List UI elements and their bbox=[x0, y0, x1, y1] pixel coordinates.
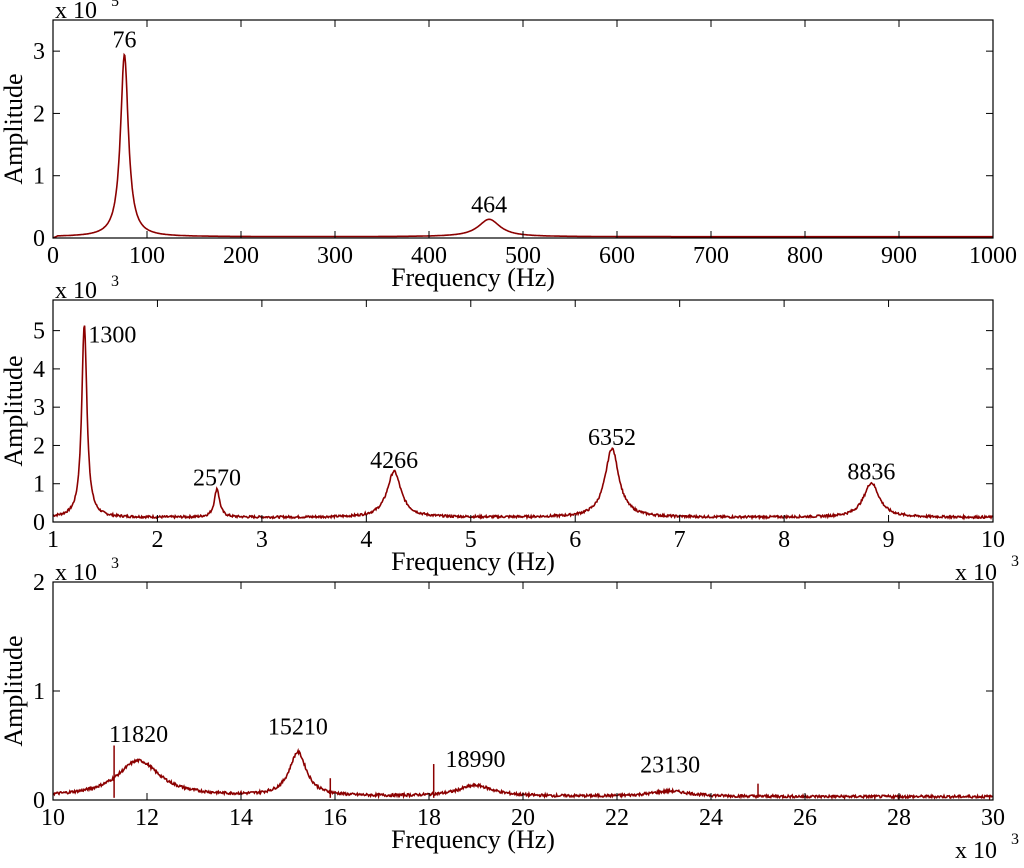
plot-frame bbox=[52, 581, 994, 801]
x-tick-label: 26 bbox=[793, 805, 817, 831]
x-tick-label: 1 bbox=[47, 527, 59, 553]
x-axis-label: Frequency (Hz) bbox=[391, 825, 555, 854]
x-tick-label: 14 bbox=[229, 805, 253, 831]
x-tick-label: 200 bbox=[223, 243, 259, 269]
x-tick-label: 12 bbox=[135, 805, 159, 831]
x-tick-label: 7 bbox=[674, 527, 686, 553]
x-tick-label: 600 bbox=[599, 243, 635, 269]
peak-annotation: 6352 bbox=[588, 425, 636, 451]
x-tick-label: 800 bbox=[787, 243, 823, 269]
x-tick-label: 20 bbox=[511, 805, 535, 831]
x-axis-multiplier: x 10 bbox=[955, 838, 997, 864]
y-tick-label: 0 bbox=[33, 226, 45, 252]
x-tick-label: 300 bbox=[317, 243, 353, 269]
y-tick-label: 2 bbox=[33, 433, 45, 459]
x-tick-label: 22 bbox=[605, 805, 629, 831]
x-tick-label: 30 bbox=[981, 805, 1005, 831]
y-axis-multiplier: x 10 bbox=[55, 278, 97, 304]
x-axis-multiplier-exponent: 3 bbox=[1011, 831, 1019, 848]
series-line bbox=[52, 52, 993, 239]
y-axis-multiplier-exponent: 5 bbox=[111, 0, 119, 10]
x-axis-multiplier-exponent: 3 bbox=[1011, 553, 1019, 570]
x-tick-label: 4 bbox=[360, 527, 372, 553]
peak-annotation: 2570 bbox=[193, 465, 241, 491]
x-tick-label: 100 bbox=[129, 243, 165, 269]
peak-annotation: 15210 bbox=[268, 714, 328, 740]
y-axis-label: Amplitude bbox=[0, 355, 28, 466]
x-tick-label: 1000 bbox=[969, 243, 1017, 269]
y-tick-label: 3 bbox=[33, 39, 45, 65]
x-tick-label: 400 bbox=[411, 243, 447, 269]
x-tick-label: 700 bbox=[693, 243, 729, 269]
chart-panel-1: 0 100 200 300 400 500 600 700 800 900 1000 0 1 2 3 Freq… bbox=[0, 0, 1017, 292]
x-tick-label: 8 bbox=[778, 527, 790, 553]
x-tick-label: 900 bbox=[881, 243, 917, 269]
plot-frame bbox=[52, 299, 994, 523]
peak-annotation: 11820 bbox=[109, 722, 168, 748]
x-tick-label: 24 bbox=[699, 805, 723, 831]
y-tick-label: 0 bbox=[33, 788, 45, 814]
y-axis-label: Amplitude bbox=[0, 635, 28, 746]
peak-annotation: 8836 bbox=[847, 460, 895, 486]
y-tick-label: 3 bbox=[33, 395, 45, 421]
y-axis-multiplier: x 10 bbox=[55, 560, 97, 586]
x-tick-label: 28 bbox=[887, 805, 911, 831]
x-axis-label: Frequency (Hz) bbox=[391, 547, 555, 576]
y-tick-label: 2 bbox=[33, 570, 45, 596]
series-line bbox=[52, 325, 994, 521]
y-axis-multiplier-exponent: 3 bbox=[111, 555, 119, 572]
y-axis-multiplier-exponent: 3 bbox=[111, 273, 119, 290]
x-tick-label: 2 bbox=[151, 527, 163, 553]
x-tick-label: 10 bbox=[981, 527, 1005, 553]
peak-annotation: 23130 bbox=[640, 753, 700, 779]
x-tick-label: 10 bbox=[41, 805, 65, 831]
x-axis-label: Frequency (Hz) bbox=[391, 263, 555, 292]
y-tick-label: 0 bbox=[33, 510, 45, 536]
y-tick-label: 1 bbox=[33, 164, 45, 190]
x-tick-label: 9 bbox=[883, 527, 895, 553]
series-line bbox=[52, 747, 994, 801]
x-tick-label: 500 bbox=[505, 243, 541, 269]
peak-annotation: 464 bbox=[471, 193, 507, 219]
peak-annotation: 76 bbox=[112, 28, 136, 54]
x-tick-label: 0 bbox=[47, 243, 59, 269]
y-tick-label: 2 bbox=[33, 101, 45, 127]
y-tick-label: 1 bbox=[33, 472, 45, 498]
peak-annotation: 1300 bbox=[88, 323, 136, 349]
x-tick-label: 5 bbox=[465, 527, 477, 553]
y-axis-multiplier: x 10 bbox=[55, 0, 97, 24]
x-tick-label: 16 bbox=[323, 805, 347, 831]
x-tick-label: 18 bbox=[417, 805, 441, 831]
y-tick-label: 5 bbox=[33, 319, 45, 345]
plot-frame bbox=[52, 19, 994, 239]
y-tick-label: 1 bbox=[33, 679, 45, 705]
y-axis-label: Amplitude bbox=[0, 73, 28, 184]
peak-annotation: 4266 bbox=[370, 448, 418, 474]
y-tick-label: 4 bbox=[33, 357, 45, 383]
x-tick-label: 3 bbox=[256, 527, 268, 553]
peak-annotation: 18990 bbox=[446, 747, 506, 773]
x-tick-label: 6 bbox=[569, 527, 581, 553]
